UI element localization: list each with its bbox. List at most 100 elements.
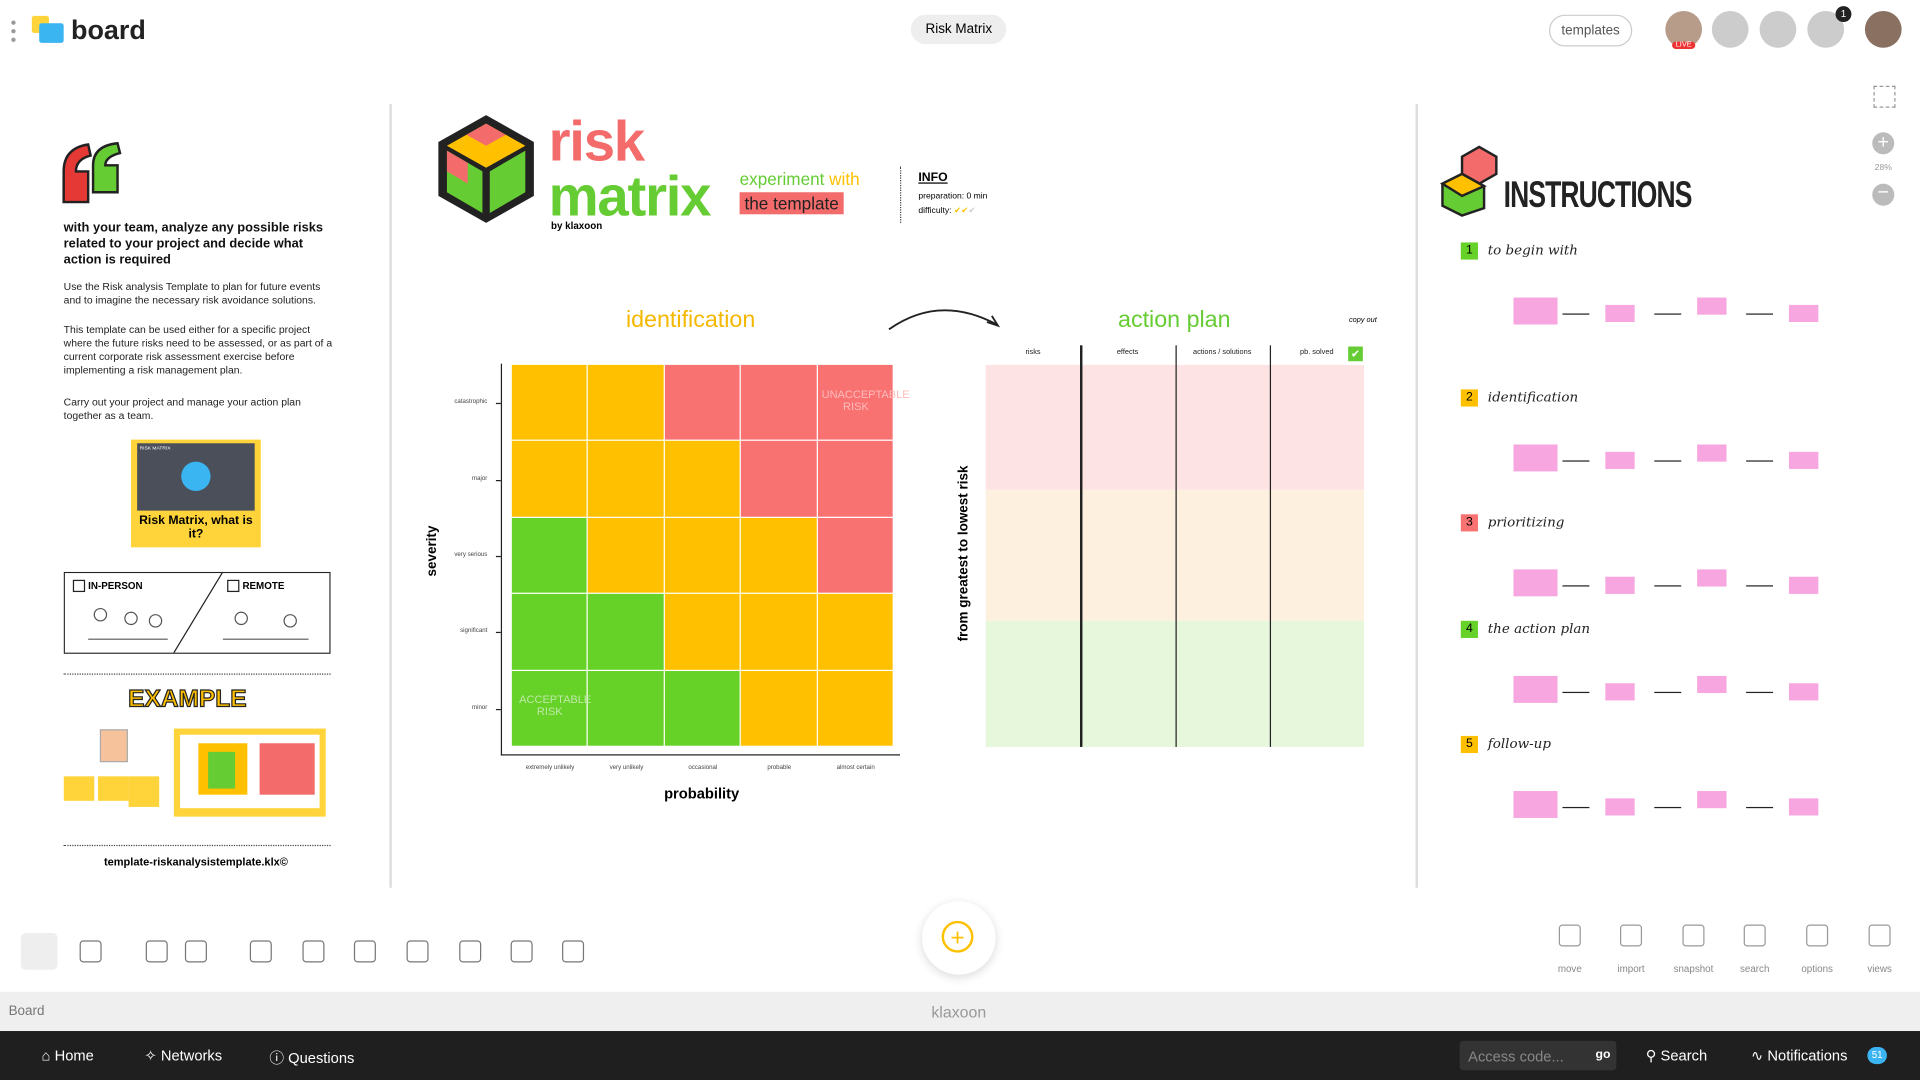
select-tool[interactable] (20, 933, 58, 970)
notifications-link[interactable]: ∿ Notifications (1751, 1046, 1848, 1065)
templates-button[interactable]: templates (1548, 14, 1633, 47)
step-title: follow-up (1487, 735, 1551, 752)
flow-arrow (1654, 313, 1682, 315)
nav-item[interactable]: ⌂ Home (41, 1046, 94, 1065)
cta-text: with (829, 168, 860, 189)
brand: klaxoon (931, 1002, 987, 1022)
tool-label: snapshot (1673, 963, 1714, 975)
copy-out: copy out (1348, 317, 1377, 325)
section-title: action plan (1118, 307, 1231, 334)
menu-dots[interactable] (11, 18, 16, 43)
flow-arrow (1562, 460, 1590, 462)
matrix-cell (817, 594, 893, 670)
video-caption: Risk Matrix, what is it? (139, 514, 253, 542)
matrix-cell (664, 517, 740, 593)
sticky-note (1605, 798, 1635, 816)
column-header: pb. solved (1300, 348, 1334, 357)
tool-button[interactable] (406, 940, 429, 963)
tool-button[interactable] (79, 940, 102, 963)
matrix-cell (588, 441, 664, 517)
matrix-cell (511, 441, 588, 517)
matrix-cell (741, 594, 817, 670)
nav-label: Networks (160, 1046, 223, 1065)
tool-button[interactable] (1558, 924, 1581, 947)
flow-arrow (1746, 691, 1774, 694)
tool-button[interactable] (1620, 924, 1643, 947)
info-title: INFO (918, 171, 948, 185)
column-header: effects (1116, 348, 1139, 357)
probability-label: very unlikely (609, 764, 644, 772)
timer-button[interactable] (1759, 11, 1797, 48)
tool-button[interactable] (302, 940, 325, 963)
severity-label: minor (472, 703, 488, 712)
zoom-out[interactable]: − (1872, 183, 1895, 206)
byline: by klaxoon (551, 220, 603, 232)
tool-button[interactable] (1682, 924, 1705, 947)
go-button[interactable]: go (1595, 1048, 1611, 1062)
sticky-note (1697, 675, 1727, 694)
sticky-note (1788, 304, 1819, 323)
matrix-cell (817, 670, 893, 746)
step-title: to begin with (1487, 242, 1578, 259)
tool-button[interactable] (145, 940, 168, 963)
flow-arrow (1654, 691, 1682, 694)
tool-label: import (1617, 963, 1645, 975)
app-name: board (71, 14, 146, 46)
matrix-cell (511, 594, 588, 670)
nav-label: Notifications (1767, 1046, 1848, 1065)
sticky-note (1513, 791, 1558, 818)
tool-label: move (1557, 963, 1582, 975)
board-label: Board (8, 1004, 45, 1019)
tool-button[interactable] (1806, 924, 1829, 947)
flow-arrow (1746, 585, 1774, 587)
nav-item[interactable]: ⓘ Questions (269, 1049, 355, 1067)
tick (495, 555, 501, 558)
tool-button[interactable] (353, 940, 376, 963)
fit-screen[interactable] (1873, 85, 1896, 108)
matrix-cell (741, 670, 817, 746)
add-icon: + (941, 920, 974, 953)
tool-label: options (1801, 963, 1833, 975)
nav-label: Questions (288, 1049, 355, 1067)
difficulty: difficulty: ✔✔✔ (918, 206, 976, 216)
tool-button[interactable] (459, 940, 482, 963)
nav-item[interactable]: ✧ Networks (144, 1046, 223, 1065)
tool-button[interactable] (1868, 924, 1891, 947)
risk-matrix (511, 364, 894, 747)
severity-label: significant (460, 627, 488, 635)
y-axis (500, 363, 503, 756)
tool-button[interactable] (562, 940, 585, 963)
checkbox[interactable]: ✔ (1348, 346, 1363, 362)
separator (63, 844, 331, 847)
access-input[interactable] (1459, 1040, 1617, 1071)
paragraph: Carry out your project and manage your a… (63, 395, 301, 422)
matrix-cell (664, 364, 740, 441)
user-avatar[interactable] (1864, 11, 1902, 48)
step-number: 3 (1460, 514, 1478, 532)
cta-button[interactable]: the template (739, 192, 844, 215)
side-label: from greatest to lowest risk (956, 465, 972, 642)
pause-button[interactable] (1711, 11, 1749, 48)
cta-text: experiment (739, 168, 825, 189)
arrow (888, 309, 1001, 331)
matrix-cell (588, 670, 664, 746)
flow-arrow (1654, 460, 1682, 462)
matrix-cell (511, 517, 588, 593)
search-link[interactable]: ⚲ Search (1645, 1046, 1708, 1065)
board-title[interactable]: Risk Matrix (910, 14, 1007, 45)
column-line (1080, 345, 1083, 747)
sticky-note (1788, 683, 1819, 701)
tool-button[interactable] (1743, 924, 1766, 947)
tool-button[interactable] (184, 940, 207, 963)
zoom-in[interactable]: + (1872, 132, 1895, 155)
matrix-cell (588, 594, 664, 670)
matrix-cell (511, 670, 588, 746)
step-title: identification (1487, 389, 1579, 406)
tool-button[interactable] (510, 940, 533, 963)
difficulty-label: difficulty: (918, 206, 952, 216)
mode-label: IN-PERSON (88, 580, 143, 592)
play-button[interactable] (181, 461, 211, 492)
tool-button[interactable] (249, 940, 272, 963)
tick (495, 479, 501, 481)
